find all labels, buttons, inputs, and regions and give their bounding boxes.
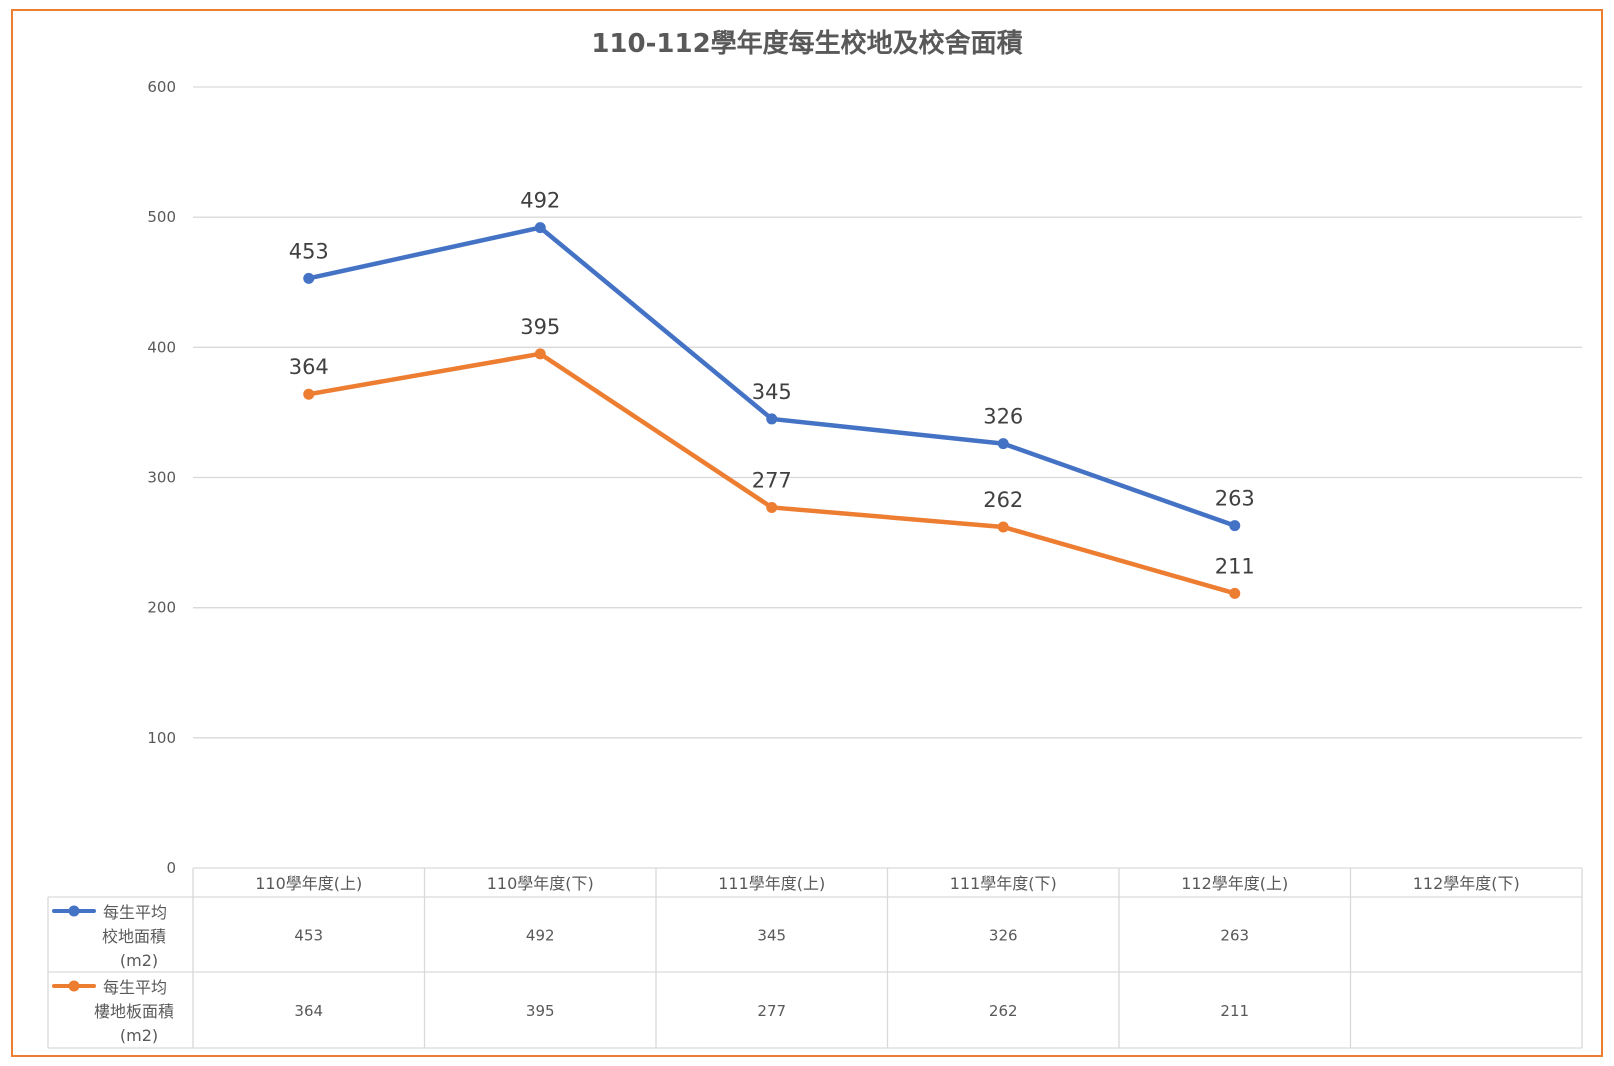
table-cell-value: 211 <box>1220 1002 1249 1020</box>
category-label: 111學年度(下) <box>950 874 1057 893</box>
data-point <box>1229 520 1241 532</box>
y-tick-label: 500 <box>147 208 176 226</box>
category-label: 112學年度(下) <box>1413 874 1520 893</box>
table-cell-value: 453 <box>294 927 323 945</box>
table-cell-value: 277 <box>757 1002 786 1020</box>
data-label: 211 <box>1215 554 1255 578</box>
category-label: 110學年度(下) <box>487 874 594 893</box>
y-tick-label: 600 <box>147 78 176 96</box>
series-name: 每生平均 <box>103 903 167 922</box>
category-label: 111學年度(上) <box>718 874 825 893</box>
data-label: 345 <box>752 380 792 404</box>
data-point <box>303 388 315 400</box>
legend-key-marker <box>68 980 80 992</box>
table-cell-value: 395 <box>526 1002 555 1020</box>
category-label: 112學年度(上) <box>1181 874 1288 893</box>
data-label: 492 <box>520 189 560 213</box>
data-label: 277 <box>752 468 792 492</box>
table-cell-value: 345 <box>757 927 786 945</box>
data-label: 326 <box>983 405 1023 429</box>
data-label: 364 <box>289 355 329 379</box>
category-label: 110學年度(上) <box>255 874 362 893</box>
series-name: 校地面積 <box>102 927 166 946</box>
data-point <box>534 348 546 360</box>
series-name: (m2) <box>120 951 158 970</box>
table-cell-value: 263 <box>1220 927 1249 945</box>
data-point <box>766 501 778 513</box>
data-point <box>1229 587 1241 599</box>
data-labels: 453 492 345 326 263 364 395 277 262 211 <box>289 189 1255 579</box>
y-tick-label: 0 <box>166 859 176 877</box>
data-table: 110學年度(上) 110學年度(下) 111學年度(上) 111學年度(下) 112學… <box>47 867 1583 1049</box>
y-axis-ticks: 0 100 200 300 400 500 600 <box>147 78 176 877</box>
table-cell-value: 492 <box>526 927 555 945</box>
data-label: 395 <box>520 315 560 339</box>
legend-key-marker <box>68 905 80 917</box>
table-cell-value: 262 <box>989 1002 1018 1020</box>
data-point <box>534 222 546 234</box>
table-cell-value: 326 <box>989 927 1018 945</box>
series-name: 樓地板面積 <box>94 1002 174 1021</box>
data-label: 262 <box>983 488 1023 512</box>
y-tick-label: 300 <box>147 469 176 487</box>
series-lines <box>303 222 1241 599</box>
data-point <box>303 272 315 284</box>
y-tick-label: 100 <box>147 729 176 747</box>
data-point <box>766 413 778 425</box>
series-name: 每生平均 <box>103 978 167 997</box>
y-tick-label: 200 <box>147 599 176 617</box>
data-point <box>997 521 1009 533</box>
series-name: (m2) <box>120 1026 158 1045</box>
gridlines <box>193 86 1582 739</box>
chart-border <box>11 9 1603 1057</box>
table-cell-value: 364 <box>294 1002 323 1020</box>
data-label: 453 <box>289 239 329 263</box>
data-label: 263 <box>1215 487 1255 511</box>
y-tick-label: 400 <box>147 338 176 356</box>
chart-title: 110-112學年度每生校地及校舍面積 <box>591 28 1022 59</box>
data-point <box>997 438 1009 450</box>
